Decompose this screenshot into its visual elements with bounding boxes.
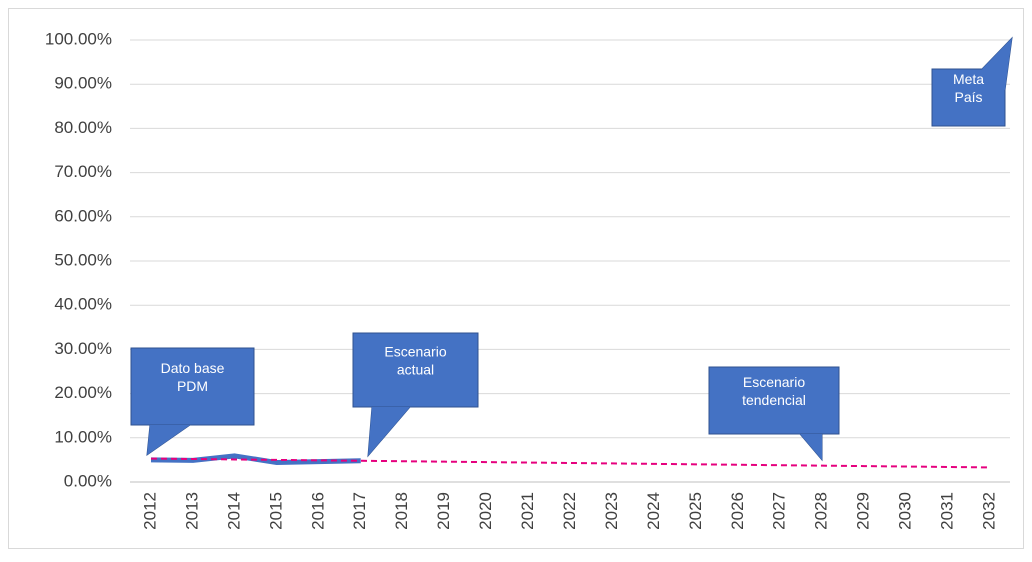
x-tick-label: 2029: [854, 492, 873, 530]
x-tick-label: 2012: [140, 492, 159, 530]
x-tick-label: 2017: [350, 492, 369, 530]
x-tick-label: 2032: [979, 492, 998, 530]
callout-text: PDM: [177, 378, 208, 394]
x-tick-label: 2020: [476, 492, 495, 530]
x-tick-label: 2013: [182, 492, 201, 530]
callout-box: [708, 366, 840, 435]
x-tick-label: 2022: [560, 492, 579, 530]
x-tick-label: 2016: [308, 492, 327, 530]
callout-text: Escenario: [384, 344, 446, 360]
y-tick-label: 90.00%: [54, 74, 112, 93]
y-tick-label: 80.00%: [54, 118, 112, 137]
callout-text: Meta: [953, 71, 984, 87]
x-tick-label: 2026: [728, 492, 747, 530]
y-tick-label: 70.00%: [54, 162, 112, 181]
callout-text: actual: [397, 362, 434, 378]
x-tick-label: 2021: [518, 492, 537, 530]
x-tick-label: 2028: [812, 492, 831, 530]
callout-box: [130, 347, 255, 426]
y-tick-label: 50.00%: [54, 250, 112, 269]
chart-frame: [8, 8, 1024, 549]
x-tick-label: 2014: [224, 492, 243, 530]
x-tick-label: 2025: [686, 492, 705, 530]
y-tick-label: 0.00%: [64, 471, 112, 490]
callout-tail-cover: [368, 407, 410, 456]
y-tick-label: 20.00%: [54, 383, 112, 402]
y-tick-label: 30.00%: [54, 339, 112, 358]
y-tick-label: 10.00%: [54, 427, 112, 446]
x-tick-label: 2027: [770, 492, 789, 530]
y-tick-label: 100.00%: [45, 29, 112, 48]
x-tick-label: 2019: [434, 492, 453, 530]
x-tick-label: 2015: [266, 492, 285, 530]
callout-tail-cover: [982, 38, 1012, 90]
x-tick-label: 2030: [896, 492, 915, 530]
callout-text: tendencial: [742, 392, 806, 408]
x-tick-label: 2031: [938, 492, 957, 530]
y-tick-label: 60.00%: [54, 206, 112, 225]
x-tick-label: 2018: [392, 492, 411, 530]
x-tick-label: 2023: [602, 492, 621, 530]
callout-text: Escenario: [743, 374, 805, 390]
callout-tail-cover: [147, 425, 190, 455]
callout-text: País: [954, 89, 982, 105]
callout-box: [352, 332, 479, 408]
x-tick-label: 2024: [644, 492, 663, 530]
y-tick-label: 40.00%: [54, 295, 112, 314]
callout-tail-cover: [800, 434, 822, 460]
callout-text: Dato base: [161, 360, 225, 376]
